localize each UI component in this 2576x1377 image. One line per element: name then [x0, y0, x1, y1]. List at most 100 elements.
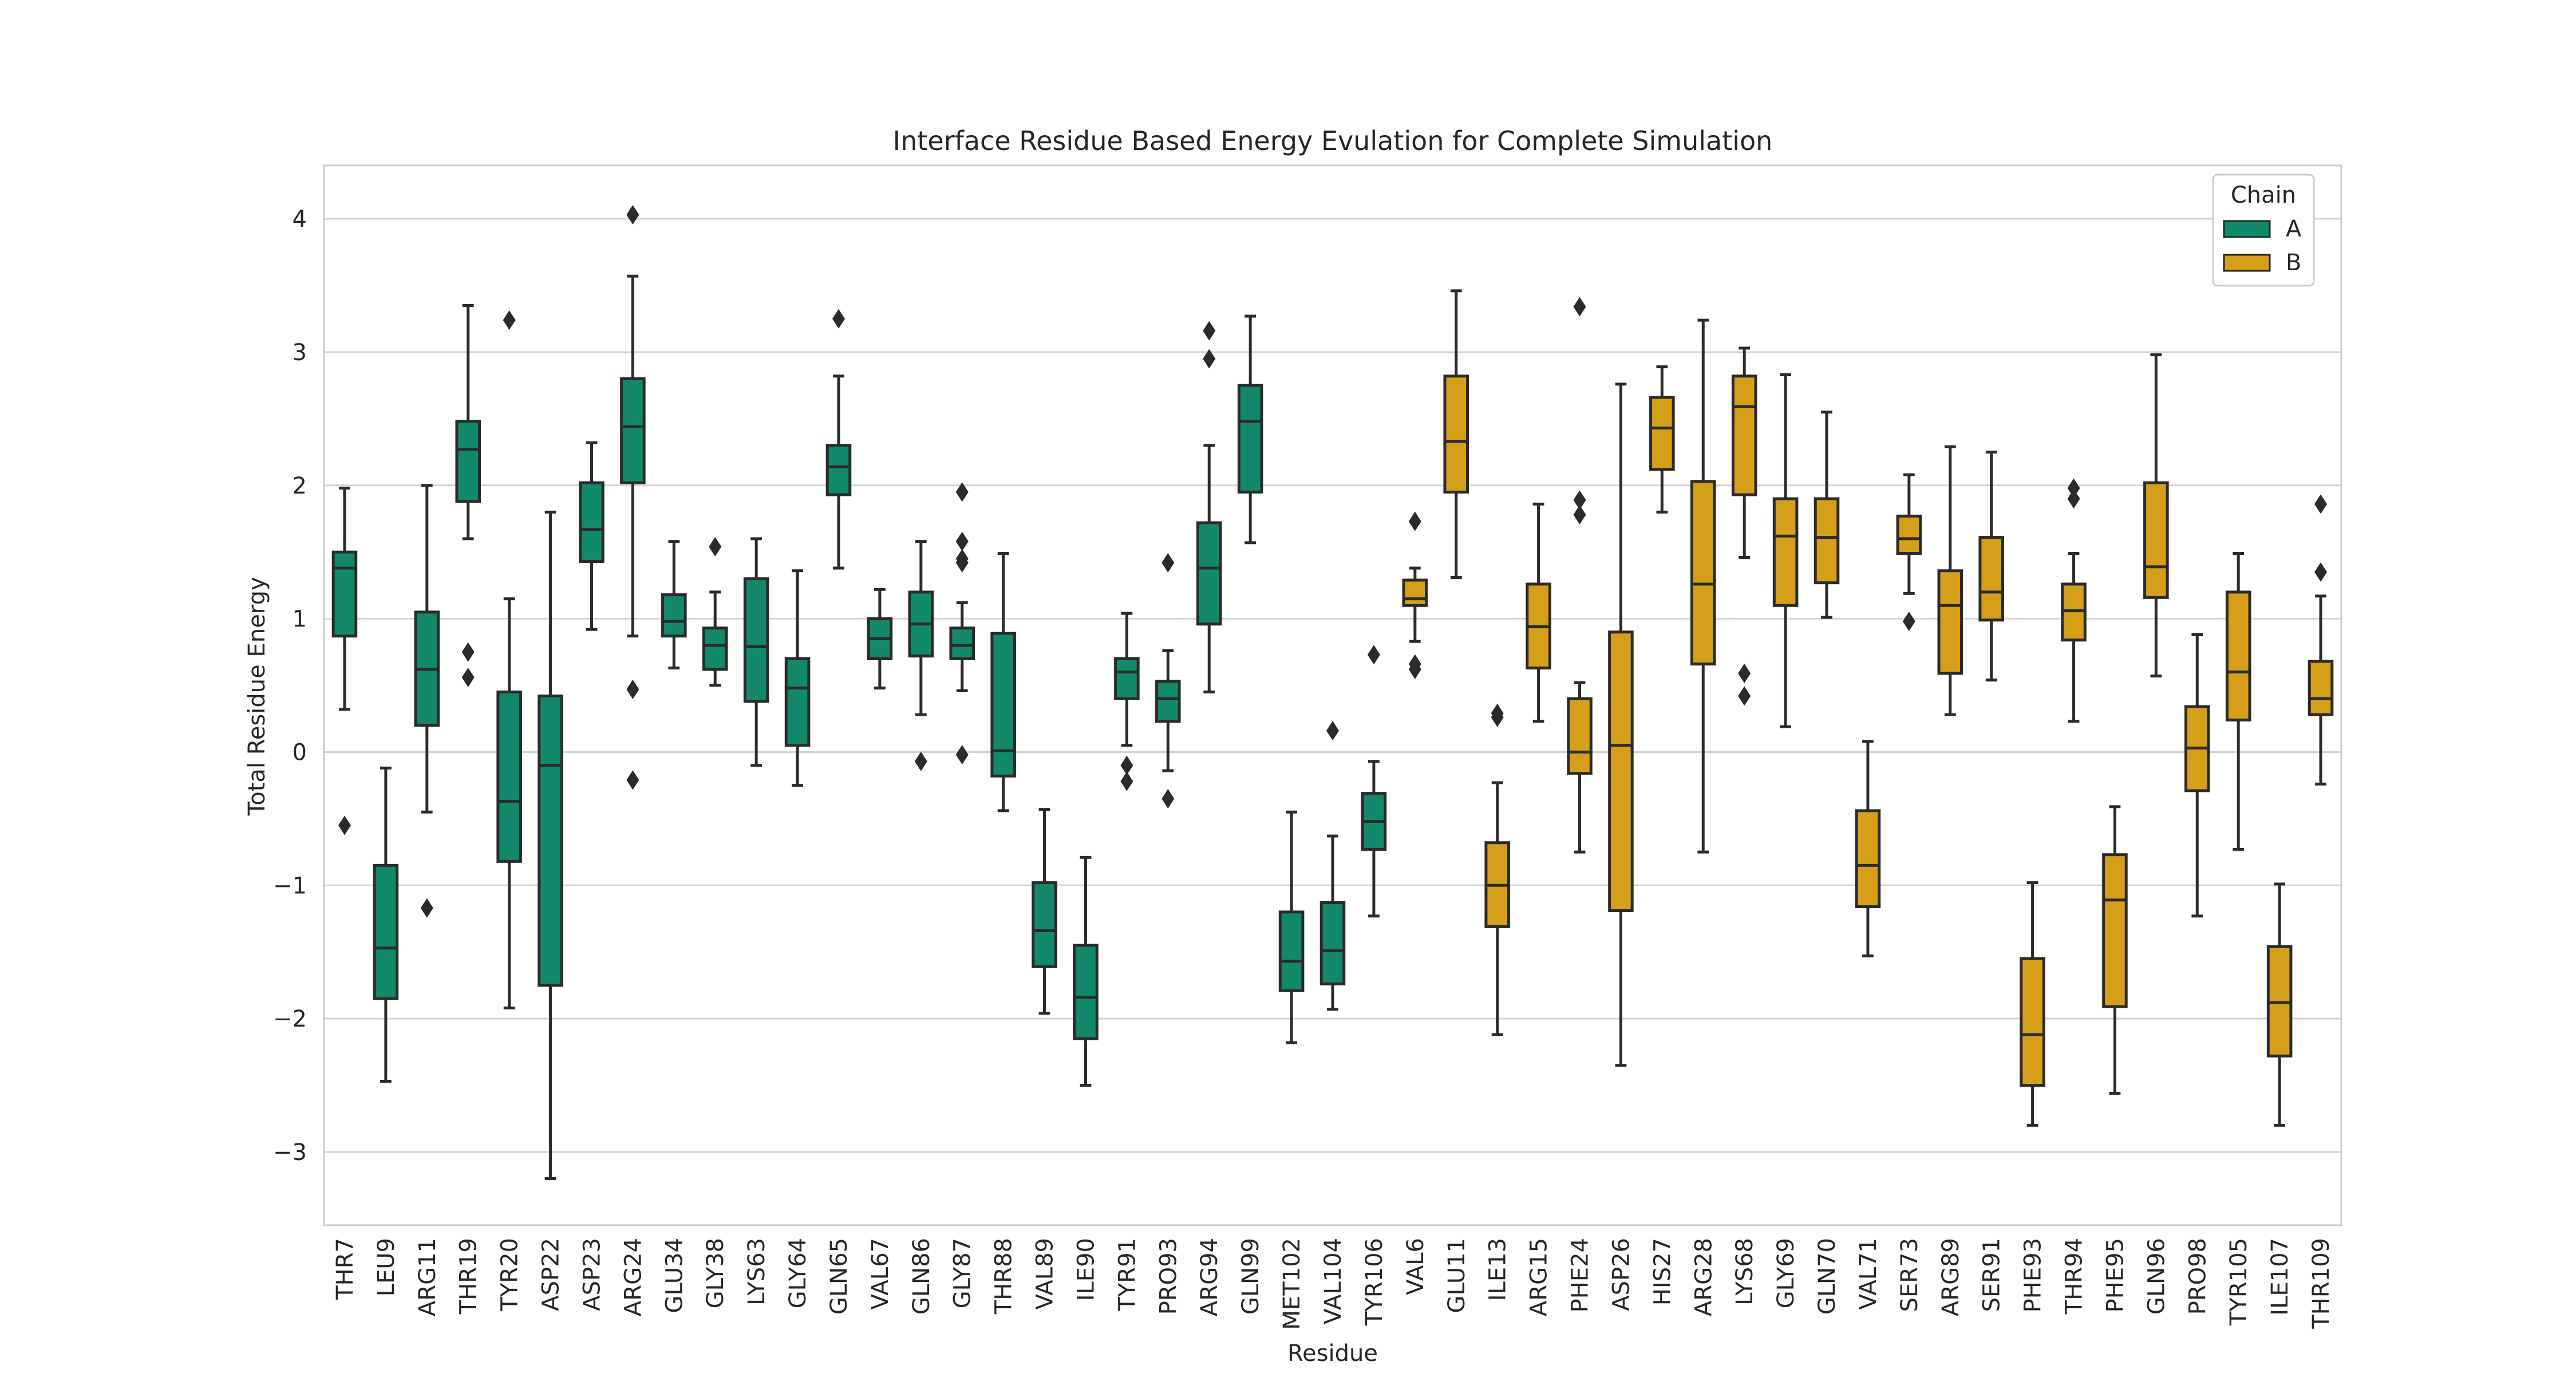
box-iqr	[1896, 514, 1922, 555]
box-iqr	[2143, 481, 2169, 599]
box-arg11	[414, 484, 440, 918]
outlier-point	[832, 309, 845, 329]
outlier-point	[1326, 721, 1339, 741]
box-iqr	[1772, 497, 1799, 607]
y-tick-label: 1	[293, 606, 307, 633]
outlier-point	[1367, 645, 1380, 665]
box-val89	[1032, 808, 1057, 1015]
outlier-point	[2067, 489, 2080, 509]
box-iqr	[1114, 657, 1140, 700]
box-iqr	[496, 691, 522, 863]
box-thr19	[455, 303, 481, 688]
box-iqr	[1443, 374, 1469, 494]
box-iqr	[1649, 396, 1675, 471]
box-thr109	[2308, 494, 2334, 786]
outlier-point	[1408, 511, 1421, 531]
outlier-point	[2314, 562, 2328, 582]
box-gln86	[908, 540, 934, 771]
box-iqr	[331, 550, 358, 638]
box-gly69	[1772, 373, 1799, 728]
box-val67	[867, 587, 893, 690]
box-ile90	[1073, 855, 1099, 1087]
box-val104	[1319, 721, 1346, 1011]
x-tick-label: GLY38	[702, 1238, 729, 1308]
outlier-point	[1738, 664, 1751, 684]
box-iqr	[373, 863, 399, 1000]
box-iqr	[455, 420, 481, 503]
y-tick-labels: −3 −2 −1 0 1 2 3 4	[273, 206, 307, 1166]
box-lys63	[743, 537, 769, 767]
box-ile13	[1484, 703, 1510, 1036]
box-ile107	[2266, 882, 2293, 1127]
box-ser73	[1896, 473, 1922, 632]
box-tyr105	[2225, 552, 2251, 851]
y-tick-label: −1	[273, 873, 307, 899]
x-tick-label: VAL6	[1402, 1238, 1429, 1295]
x-tick-label: ARG94	[1196, 1238, 1223, 1316]
legend-swatch-a	[2223, 220, 2271, 238]
x-tick-label: TYR91	[1114, 1238, 1140, 1312]
box-tyr20	[496, 310, 522, 1009]
x-tick-label: VAL89	[1032, 1238, 1058, 1309]
x-tick-label: ARG28	[1690, 1238, 1717, 1316]
outlier-point	[338, 815, 351, 835]
box-val71	[1855, 740, 1881, 958]
box-gln99	[1237, 314, 1263, 545]
outlier-point	[1120, 771, 1133, 791]
box-phe95	[2102, 805, 2128, 1095]
box-iqr	[2102, 853, 2128, 1008]
x-tick-label: VAL67	[867, 1238, 894, 1309]
outlier-point	[1573, 297, 1586, 317]
x-tick-label: GLY69	[1773, 1238, 1799, 1308]
box-iqr	[1978, 536, 2004, 622]
x-tick-label: VAL104	[1320, 1238, 1346, 1324]
box-iqr	[949, 626, 975, 660]
y-tick-label: −3	[273, 1139, 307, 1166]
box-iqr	[661, 593, 687, 638]
box-iqr	[1855, 809, 1881, 909]
x-tick-label: GLU11	[1444, 1238, 1470, 1313]
box-pro93	[1155, 553, 1181, 808]
box-asp26	[1608, 382, 1634, 1067]
outlier-point	[1161, 553, 1175, 573]
x-tick-label: SER73	[1897, 1238, 1923, 1312]
y-tick-label: 3	[293, 340, 307, 366]
box-glu11	[1443, 289, 1469, 579]
box-gly38	[702, 536, 728, 687]
box-phe24	[1567, 297, 1593, 854]
y-tick-label: 4	[293, 206, 307, 232]
box-ser91	[1978, 451, 2004, 682]
box-gly87	[949, 482, 975, 765]
box-iqr	[1608, 630, 1634, 913]
box-iqr	[1814, 497, 1840, 585]
x-tick-label: GLN99	[1238, 1238, 1264, 1315]
box-arg24	[620, 205, 646, 790]
box-gln65	[825, 309, 852, 570]
x-tick-label: ASP26	[1608, 1238, 1634, 1311]
x-tick-label: ARG24	[620, 1238, 646, 1316]
box-lys68	[1731, 346, 1757, 706]
x-tick-label: LYS68	[1732, 1238, 1758, 1305]
x-tick-label: PHE24	[1567, 1238, 1594, 1312]
box-arg28	[1690, 318, 1716, 854]
box-iqr	[2020, 957, 2045, 1087]
x-tick-label: ILE107	[2267, 1238, 2293, 1316]
box-iqr	[1155, 680, 1181, 723]
outlier-point	[1573, 490, 1586, 510]
x-tick-label: PHE93	[2020, 1238, 2046, 1312]
outlier-point	[1120, 755, 1133, 775]
x-tick-label: PHE95	[2102, 1238, 2128, 1312]
legend: Chain A B	[2212, 173, 2315, 287]
box-tyr106	[1361, 645, 1387, 918]
outlier-point	[2067, 478, 2080, 498]
box-iqr	[620, 377, 646, 484]
x-tick-label: GLY87	[950, 1238, 976, 1308]
legend-title: Chain	[2231, 182, 2296, 208]
x-tick-label: THR94	[2061, 1238, 2088, 1315]
box-gln96	[2143, 353, 2169, 678]
legend-label-b: B	[2286, 250, 2301, 276]
box-arg94	[1196, 321, 1222, 694]
outlier-point	[1902, 611, 1915, 632]
